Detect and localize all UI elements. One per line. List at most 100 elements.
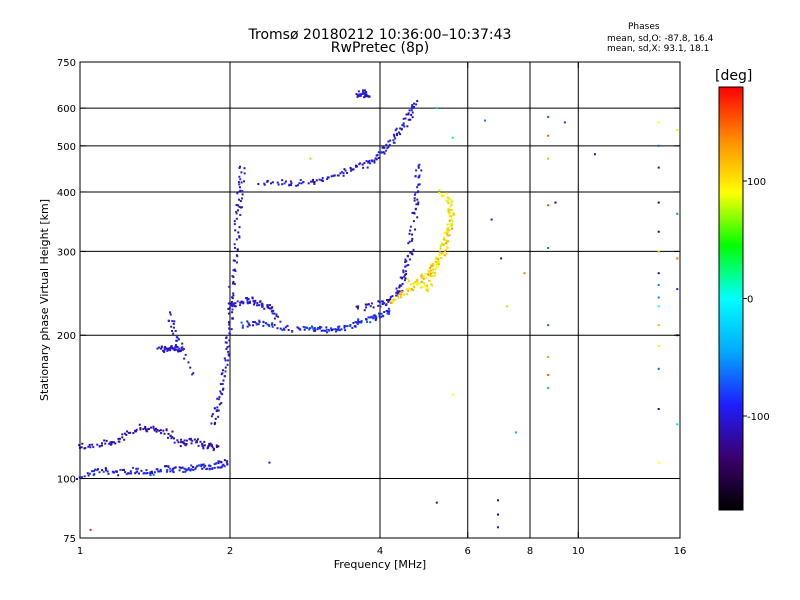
- phase-x-stats: mean, sd,X: 93.1, 18.1: [607, 44, 710, 54]
- echo-point: [436, 260, 439, 263]
- echo-point: [452, 213, 455, 216]
- echo-point: [183, 467, 186, 470]
- echo-point: [241, 324, 244, 327]
- echo-point: [413, 211, 416, 214]
- echo-point: [221, 369, 224, 372]
- echo-point: [392, 300, 395, 303]
- echo-point: [247, 322, 250, 325]
- echo-point: [446, 227, 449, 230]
- echo-point: [187, 467, 190, 470]
- echo-point: [318, 327, 321, 330]
- echo-point: [386, 312, 389, 315]
- echo-point: [227, 350, 230, 353]
- echo-point: [313, 181, 316, 184]
- echo-point: [657, 407, 660, 410]
- echo-point: [150, 470, 153, 473]
- echo-point: [321, 177, 324, 180]
- echo-point: [176, 439, 179, 442]
- echo-point: [442, 238, 445, 241]
- echo-point: [411, 105, 414, 108]
- echo-point: [403, 293, 406, 296]
- echo-point: [204, 464, 207, 467]
- echo-point: [143, 471, 146, 474]
- echo-point: [203, 440, 206, 443]
- echo-point: [402, 117, 405, 120]
- echo-point: [443, 239, 446, 242]
- phase-colorbar: [718, 86, 744, 511]
- echo-point: [228, 323, 231, 326]
- echo-point: [134, 472, 137, 475]
- echo-point: [430, 265, 433, 268]
- echo-point: [221, 372, 224, 375]
- echo-point: [172, 437, 175, 440]
- echo-point: [263, 307, 266, 310]
- echo-point: [408, 109, 411, 112]
- echo-point: [119, 468, 122, 471]
- echo-point: [451, 393, 454, 396]
- echo-point: [271, 312, 274, 315]
- echo-point: [446, 223, 449, 226]
- echo-point: [355, 165, 358, 168]
- echo-point: [182, 470, 185, 473]
- echo-point: [176, 336, 179, 339]
- echo-point: [302, 181, 305, 184]
- echo-point: [452, 212, 455, 215]
- y-tick-label: 100: [57, 475, 76, 486]
- echo-point: [439, 252, 442, 255]
- echo-point: [428, 274, 431, 277]
- echo-point: [447, 228, 450, 231]
- echo-point: [135, 430, 138, 433]
- echo-point: [144, 427, 147, 430]
- echo-point: [231, 308, 234, 311]
- echo-point: [429, 272, 432, 275]
- echo-point: [258, 320, 261, 323]
- echo-point: [365, 91, 368, 94]
- echo-point: [447, 202, 450, 205]
- echo-point: [398, 290, 401, 293]
- echo-point: [445, 239, 448, 242]
- echo-point: [295, 184, 298, 187]
- echo-point: [429, 269, 432, 272]
- echo-point: [135, 467, 138, 470]
- echo-point: [162, 349, 165, 352]
- echo-point: [213, 423, 216, 426]
- echo-point: [321, 180, 324, 183]
- echo-point: [145, 469, 148, 472]
- echo-point: [219, 383, 222, 386]
- echo-point: [410, 288, 413, 291]
- echo-point: [411, 211, 414, 214]
- echo-point: [235, 238, 238, 241]
- echo-point: [320, 179, 323, 182]
- echo-point: [211, 446, 214, 449]
- echo-point: [413, 102, 416, 105]
- echo-point: [230, 302, 233, 305]
- echo-point: [172, 471, 175, 474]
- echo-point: [399, 127, 402, 130]
- echo-point: [87, 474, 90, 477]
- echo-point: [165, 465, 168, 468]
- echo-point: [386, 298, 389, 301]
- echo-point: [211, 413, 214, 416]
- echo-point: [89, 528, 92, 531]
- echo-point: [360, 320, 363, 323]
- echo-point: [354, 164, 357, 167]
- echo-point: [413, 197, 416, 200]
- echo-point: [212, 449, 215, 452]
- echo-point: [398, 131, 401, 134]
- echo-point: [416, 283, 419, 286]
- echo-point: [227, 312, 230, 315]
- echo-point: [159, 429, 162, 432]
- echo-point: [163, 465, 166, 468]
- echo-point: [447, 207, 450, 210]
- echo-point: [236, 300, 239, 303]
- echo-point: [236, 192, 239, 195]
- echo-point: [379, 315, 382, 318]
- echo-point: [412, 248, 415, 251]
- echo-point: [239, 165, 242, 168]
- echo-point: [375, 317, 378, 320]
- echo-point: [442, 194, 445, 197]
- echo-point: [152, 425, 155, 428]
- echo-point: [332, 328, 335, 331]
- echo-point: [421, 285, 424, 288]
- grid-lines: [80, 62, 680, 538]
